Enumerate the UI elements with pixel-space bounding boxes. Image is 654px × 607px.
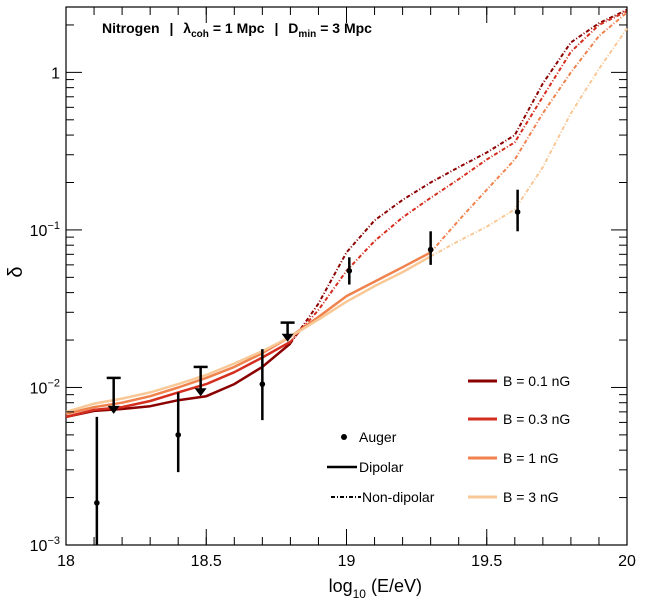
upper-limit-arrow-1: [195, 388, 207, 396]
x-tick-label-4: 20: [618, 553, 636, 570]
legend-series-3-label: B = 3 nG: [503, 489, 559, 505]
auger-point-0: [94, 500, 100, 506]
auger-point-4: [428, 247, 434, 253]
auger-point-2: [260, 381, 266, 387]
series-0-nondipolar-line: [290, 10, 627, 344]
legend-series-2-label: B = 1 nG: [503, 450, 559, 466]
y-tick-label-1: 10−2: [30, 377, 60, 397]
legend-series: B = 0.1 nG B = 0.3 nG B = 1 nG B = 3 nG: [468, 373, 570, 505]
legend-series-1-label: B = 0.3 nG: [503, 411, 570, 427]
auger-point-3: [347, 268, 353, 274]
y-tick-label-2: 10−1: [30, 220, 60, 240]
x-tick-label-0: 18: [57, 553, 75, 570]
series-layer: [66, 10, 627, 417]
auger-point-5: [515, 209, 521, 215]
series-3-nondipolar-line: [431, 29, 627, 257]
x-axis-label: log10 (E/eV): [329, 576, 422, 601]
legend-auger-marker: [341, 434, 347, 440]
y-tick-label-3: 1: [51, 65, 60, 82]
x-tick-label-1: 18.5: [191, 553, 222, 570]
x-tick-label-2: 19: [338, 553, 356, 570]
y-tick-label-0: 10−3: [30, 535, 60, 555]
series-2-dipolar-line: [66, 252, 431, 413]
chart-title: Nitrogen | λcoh = 1 Mpc | Dmin = 3 Mpc: [102, 20, 372, 40]
legend-dipolar-label: Dipolar: [359, 459, 404, 475]
y-axis-label: δ: [5, 266, 27, 277]
legend-nondipolar-label: Non-dipolar: [362, 489, 435, 505]
legend-dipolar: Dipolar: [327, 459, 404, 475]
legend-series-0-label: B = 0.1 nG: [503, 373, 570, 389]
legend: Auger Dipolar Non-dipolar B = 0.1 nGB = …: [327, 373, 570, 505]
legend-nondipolar: Non-dipolar: [331, 489, 435, 505]
series-2-nondipolar-line: [431, 13, 627, 253]
x-tick-label-3: 19.5: [471, 553, 502, 570]
series-1-nondipolar-line: [290, 11, 627, 342]
legend-auger: Auger: [341, 429, 397, 445]
legend-auger-label: Auger: [359, 429, 397, 445]
auger-point-1: [175, 432, 181, 438]
